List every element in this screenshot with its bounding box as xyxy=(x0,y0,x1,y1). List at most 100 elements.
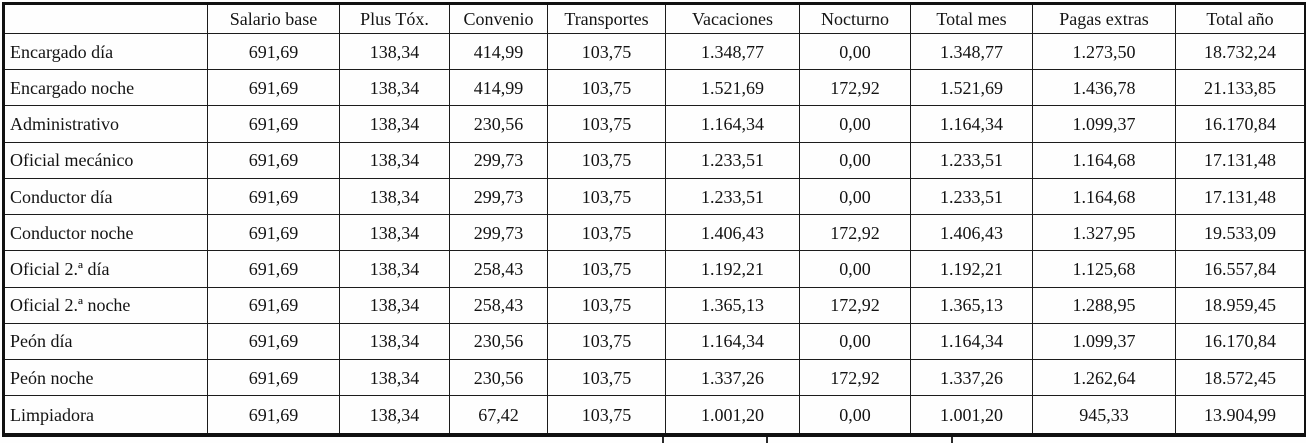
table-cell: 16.557,84 xyxy=(1175,250,1306,288)
table-cell: 138,34 xyxy=(339,69,450,107)
table-cell: 1.262,64 xyxy=(1032,359,1176,397)
table-cell: 138,34 xyxy=(339,359,450,397)
table-cell: 1.365,13 xyxy=(665,286,800,324)
table-cell: 1.233,51 xyxy=(910,141,1033,179)
table-cell: 138,34 xyxy=(339,214,450,252)
table-cell: 1.406,43 xyxy=(665,214,800,252)
table-cell: 172,92 xyxy=(799,69,911,107)
table-cell: 1.273,50 xyxy=(1032,32,1176,71)
salary-table-header: Salario base Plus Tóx. Convenio Transportes… xyxy=(3,3,1306,34)
next-table-border-stub xyxy=(662,437,664,443)
table-cell: 103,75 xyxy=(547,69,666,107)
table-row-administrativo: Administrativo 691,69 138,34 230,56 103,75 1.… xyxy=(3,105,1306,143)
row-label: Peón noche xyxy=(3,359,208,397)
row-label: Conductor día xyxy=(3,177,208,216)
table-cell: 138,34 xyxy=(339,286,450,324)
column-header-blank xyxy=(3,3,208,34)
table-cell: 1.327,95 xyxy=(1032,214,1176,252)
row-label: Encargado día xyxy=(3,32,208,71)
column-header-salario-base: Salario base xyxy=(207,3,340,34)
table-cell: 1.125,68 xyxy=(1032,250,1176,288)
table-cell: 230,56 xyxy=(449,359,548,397)
column-header-nocturno: Nocturno xyxy=(799,3,911,34)
table-row-peon-noche: Peón noche 691,69 138,34 230,56 103,75 1.337,… xyxy=(3,359,1306,397)
table-cell: 945,33 xyxy=(1032,395,1176,436)
table-cell: 103,75 xyxy=(547,141,666,179)
table-cell: 1.164,34 xyxy=(910,105,1033,143)
header-row: Salario base Plus Tóx. Convenio Transportes… xyxy=(3,3,1306,34)
row-label: Oficial mecánico xyxy=(3,141,208,179)
table-cell: 17.131,48 xyxy=(1175,141,1306,179)
table-cell: 1.348,77 xyxy=(910,32,1033,71)
table-cell: 18.732,24 xyxy=(1175,32,1306,71)
table-cell: 1.337,26 xyxy=(665,359,800,397)
column-header-vacaciones: Vacaciones xyxy=(665,3,800,34)
table-cell: 1.192,21 xyxy=(910,250,1033,288)
table-cell: 1.521,69 xyxy=(665,69,800,107)
table-row-conductor-dia: Conductor día 691,69 138,34 299,73 103,75 1.2… xyxy=(3,177,1306,216)
table-cell: 16.170,84 xyxy=(1175,322,1306,361)
table-row-encargado-dia: Encargado día 691,69 138,34 414,99 103,75 1.3… xyxy=(3,32,1306,71)
column-header-total-mes: Total mes xyxy=(910,3,1033,34)
table-cell: 691,69 xyxy=(207,32,340,71)
table-cell: 1.288,95 xyxy=(1032,286,1176,324)
table-cell: 299,73 xyxy=(449,214,548,252)
table-cell: 103,75 xyxy=(547,395,666,436)
column-header-total-ano: Total año xyxy=(1175,3,1306,34)
row-label: Peón día xyxy=(3,322,208,361)
table-cell: 1.164,68 xyxy=(1032,177,1176,216)
table-cell: 691,69 xyxy=(207,359,340,397)
table-cell: 138,34 xyxy=(339,250,450,288)
table-cell: 138,34 xyxy=(339,322,450,361)
row-label: Administrativo xyxy=(3,105,208,143)
table-cell: 0,00 xyxy=(799,322,911,361)
table-cell: 230,56 xyxy=(449,105,548,143)
table-cell: 691,69 xyxy=(207,105,340,143)
table-cell: 138,34 xyxy=(339,105,450,143)
table-cell: 16.170,84 xyxy=(1175,105,1306,143)
row-label: Conductor noche xyxy=(3,214,208,252)
table-cell: 691,69 xyxy=(207,322,340,361)
table-cell: 691,69 xyxy=(207,69,340,107)
table-cell: 691,69 xyxy=(207,395,340,436)
table-cell: 1.436,78 xyxy=(1032,69,1176,107)
table-row-encargado-noche: Encargado noche 691,69 138,34 414,99 103,75 1… xyxy=(3,69,1306,107)
table-cell: 691,69 xyxy=(207,286,340,324)
table-cell: 1.348,77 xyxy=(665,32,800,71)
table-cell: 1.233,51 xyxy=(910,177,1033,216)
table-row-oficial-2-noche: Oficial 2.ª noche 691,69 138,34 258,43 103,7… xyxy=(3,286,1306,324)
table-cell: 1.192,21 xyxy=(665,250,800,288)
table-cell: 0,00 xyxy=(799,250,911,288)
table-cell: 1.164,34 xyxy=(665,322,800,361)
table-cell: 13.904,99 xyxy=(1175,395,1306,436)
table-cell: 172,92 xyxy=(799,359,911,397)
table-cell: 691,69 xyxy=(207,214,340,252)
table-cell: 21.133,85 xyxy=(1175,69,1306,107)
column-header-transportes: Transportes xyxy=(547,3,666,34)
table-cell: 138,34 xyxy=(339,32,450,71)
table-cell: 1.233,51 xyxy=(665,141,800,179)
table-cell: 19.533,09 xyxy=(1175,214,1306,252)
table-cell: 299,73 xyxy=(449,177,548,216)
row-label: Oficial 2.ª noche xyxy=(3,286,208,324)
table-cell: 1.099,37 xyxy=(1032,105,1176,143)
table-cell: 691,69 xyxy=(207,250,340,288)
table-row-conductor-noche: Conductor noche 691,69 138,34 299,73 103,75 1… xyxy=(3,214,1306,252)
table-cell: 1.164,34 xyxy=(910,322,1033,361)
table-cell: 103,75 xyxy=(547,177,666,216)
table-cell: 0,00 xyxy=(799,32,911,71)
table-row-oficial-2-dia: Oficial 2.ª día 691,69 138,34 258,43 103,75 1… xyxy=(3,250,1306,288)
table-cell: 299,73 xyxy=(449,141,548,179)
table-cell: 103,75 xyxy=(547,214,666,252)
table-cell: 103,75 xyxy=(547,286,666,324)
column-header-convenio: Convenio xyxy=(449,3,548,34)
table-row-peon-dia: Peón día 691,69 138,34 230,56 103,75 1.164,34… xyxy=(3,322,1306,361)
table-cell: 0,00 xyxy=(799,105,911,143)
table-cell: 0,00 xyxy=(799,177,911,216)
table-cell: 103,75 xyxy=(547,322,666,361)
table-cell: 138,34 xyxy=(339,141,450,179)
table-row-oficial-mecanico: Oficial mecánico 691,69 138,34 299,73 103,75… xyxy=(3,141,1306,179)
next-table-border-stub xyxy=(951,437,953,443)
table-cell: 0,00 xyxy=(799,395,911,436)
